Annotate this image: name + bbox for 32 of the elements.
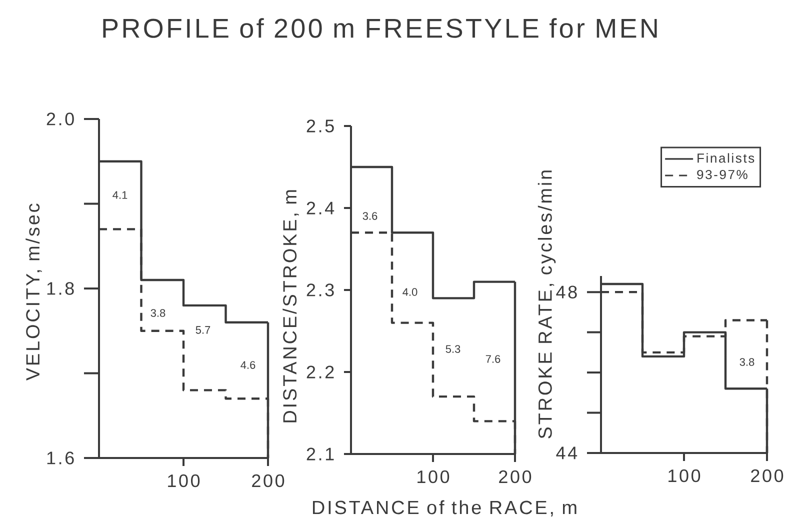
x-tick-label: 100 — [418, 470, 450, 484]
annotation: 3.8 — [150, 309, 166, 317]
y-tick-label: 2.3 — [306, 284, 334, 296]
legend-label: 93-97% — [697, 170, 748, 180]
x-tick-label: 200 — [751, 469, 784, 482]
x-axis-title: DISTANCE of the RACE, m — [312, 500, 576, 516]
annotation: 4.6 — [240, 361, 256, 369]
y-tick-label: 1.6 — [47, 452, 74, 464]
annotation: 4.0 — [402, 288, 418, 296]
y-tick-label: 1.8 — [47, 282, 74, 295]
y-tick-label: 2.1 — [306, 448, 334, 460]
y-tick-label: 44 — [556, 446, 578, 460]
y-axis-title: DISTANCE/STROKE, m — [282, 190, 299, 422]
chart-title: PROFILE of 200 m FREESTYLE for MEN — [103, 18, 657, 38]
x-tick-label: 100 — [668, 469, 700, 482]
y-tick-label: 2.5 — [306, 120, 334, 132]
x-tick-label: 200 — [252, 474, 284, 488]
annotation: 3.6 — [362, 212, 378, 220]
x-tick-label: 100 — [168, 474, 200, 488]
x-tick-label: 200 — [499, 470, 532, 484]
annotation: 3.8 — [740, 358, 754, 366]
y-tick-label: 48 — [556, 286, 577, 298]
annotation: 7.6 — [486, 355, 500, 363]
y-tick-label: 2.2 — [306, 366, 334, 378]
y-tick-label: 2.0 — [46, 112, 74, 126]
legend-label: Finalists — [698, 153, 754, 163]
y-axis-title: VELOCITY, m/sec — [26, 204, 42, 381]
annotation: 5.3 — [446, 345, 460, 353]
annotation: 4.1 — [112, 191, 128, 199]
y-axis-title: STROKE RATE, cycles/min — [538, 170, 556, 438]
y-tick-label: 2.4 — [306, 202, 334, 214]
annotation: 5.7 — [196, 326, 210, 334]
